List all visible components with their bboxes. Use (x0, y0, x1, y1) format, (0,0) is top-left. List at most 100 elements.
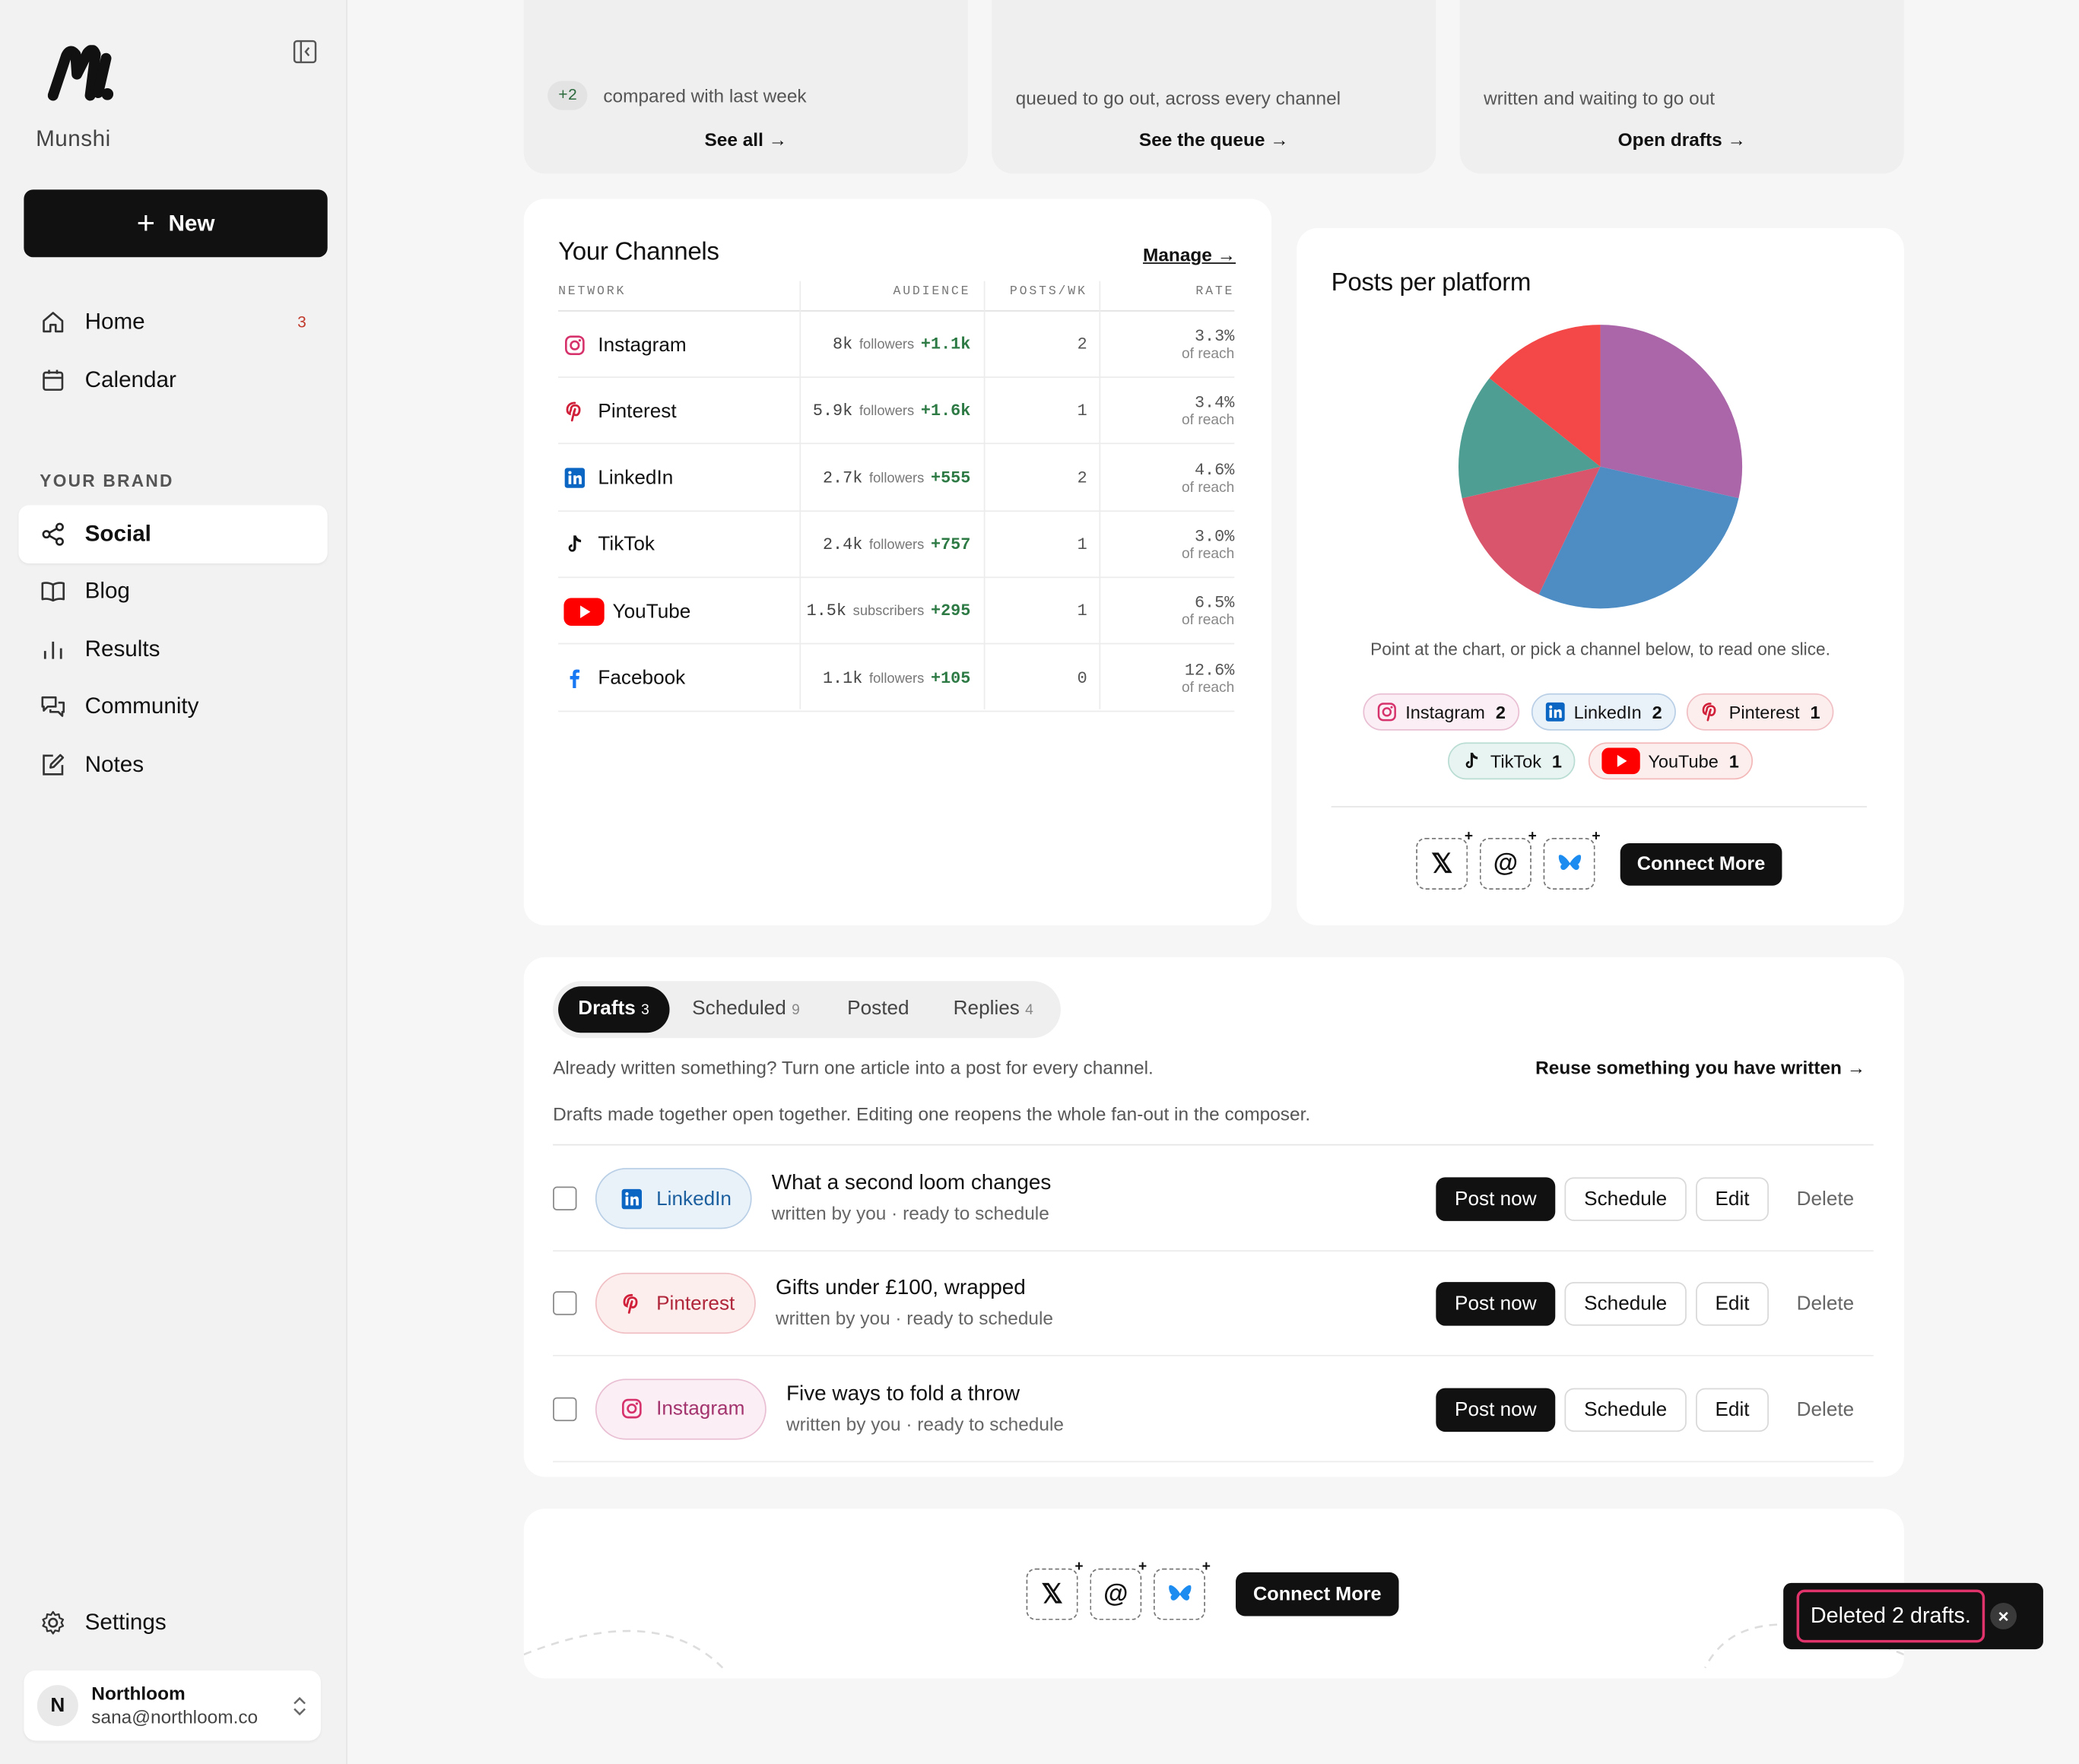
account-switcher[interactable]: N Northloom sana@northloom.co (24, 1670, 321, 1741)
pie-slice-instagram[interactable] (1600, 325, 1743, 499)
edit-button[interactable]: Edit (1696, 1177, 1769, 1221)
toast-message: Deleted 2 drafts. (1796, 1589, 1985, 1643)
tab-posted[interactable]: Posted (847, 997, 909, 1020)
delete-button[interactable]: Delete (1796, 1293, 1855, 1316)
col-divider (1099, 281, 1101, 709)
schedule-button[interactable]: Schedule (1564, 1177, 1687, 1221)
pie-title: Posts per platform (1331, 268, 1531, 297)
pie-chip-tiktok[interactable]: TikTok 1 (1448, 742, 1576, 780)
tab-drafts-active (558, 986, 670, 1033)
chip-label: Instagram (1405, 702, 1485, 722)
channel-row[interactable]: Pinterest 5.9k followers +1.6k 1 3.4% of… (558, 378, 1235, 445)
delete-button[interactable]: Delete (1796, 1398, 1855, 1421)
connect-x-button[interactable]: 𝕏 + (1416, 829, 1473, 890)
post-now-button[interactable]: Post now (1436, 1177, 1556, 1221)
bluesky-icon (1168, 1585, 1191, 1600)
channel-row[interactable]: Instagram 8k followers +1.1k 2 3.3% of r… (558, 312, 1235, 378)
connect-threads-button[interactable]: @ + (1479, 829, 1537, 890)
toast-close-button[interactable]: × (1990, 1603, 2017, 1629)
youtube-icon (563, 597, 605, 626)
delete-button[interactable]: Delete (1796, 1188, 1855, 1210)
pie-slice-tiktok[interactable] (1458, 378, 1601, 499)
draft-title[interactable]: What a second loom changes (771, 1172, 1052, 1195)
audience-unit: followers (859, 403, 915, 420)
instagram-icon-wrap (563, 334, 586, 357)
channel-row[interactable]: LinkedIn 2.7k followers +555 2 4.6% of r… (558, 445, 1235, 512)
plus-icon: + (136, 205, 156, 241)
open-drafts-link[interactable]: Open drafts → (1617, 128, 1746, 151)
rate-caption: of reach (1182, 679, 1235, 696)
posts-per-week: 1 (1077, 535, 1087, 554)
pie-slice-pinterest[interactable] (1462, 466, 1601, 595)
collapse-sidebar-icon[interactable] (293, 40, 317, 64)
pie-slice-linkedin[interactable] (1538, 466, 1739, 609)
see-all-link[interactable]: See all → (704, 128, 788, 151)
pie-slice-youtube[interactable] (1489, 325, 1601, 467)
new-button[interactable]: + New (24, 189, 328, 258)
pie-chip-pinterest[interactable]: Pinterest 1 (1686, 693, 1834, 731)
new-label: New (168, 210, 215, 236)
draft-title[interactable]: Gifts under £100, wrapped (776, 1277, 1026, 1300)
draft-channel-pill[interactable]: LinkedIn (595, 1168, 752, 1229)
pie-chip-instagram[interactable]: Instagram 2 (1363, 693, 1519, 731)
nav-social-label: Social (84, 521, 151, 547)
post-now-button[interactable]: Post now (1436, 1282, 1556, 1327)
connect-more-button[interactable]: Connect More (1236, 1572, 1399, 1616)
nav-calendar-label: Calendar (84, 366, 176, 393)
nav-results[interactable]: Results (18, 620, 327, 679)
draft-channel-pill[interactable]: Pinterest (595, 1273, 756, 1334)
draft-title[interactable]: Five ways to fold a throw (786, 1382, 1020, 1405)
nav-community[interactable]: Community (18, 677, 327, 736)
nav-calendar[interactable]: Calendar (18, 351, 327, 410)
posts-pie-chart[interactable] (1457, 323, 1744, 610)
nav-results-label: Results (84, 636, 160, 662)
tab-replies[interactable]: Replies 4 (953, 997, 1033, 1020)
channel-row[interactable]: YouTube 1.5k subscribers +295 1 6.5% of … (558, 579, 1235, 645)
pill-label: Pinterest (656, 1292, 735, 1315)
edit-button[interactable]: Edit (1696, 1387, 1769, 1432)
draft-channel-pill[interactable]: Instagram (595, 1378, 767, 1439)
tab-drafts[interactable]: Drafts 3 (578, 997, 649, 1020)
chip-icon-wrap (1700, 701, 1721, 722)
channel-row[interactable]: Facebook 1.1k followers +105 0 12.6% of … (558, 645, 1235, 712)
nav-notes[interactable]: Notes (18, 736, 327, 795)
pie-chip-linkedin[interactable]: LinkedIn 2 (1531, 693, 1676, 731)
tab-scheduled[interactable]: Scheduled 9 (692, 997, 800, 1020)
connect-more-button[interactable]: Connect More (1620, 842, 1782, 886)
nav-social[interactable]: Social (18, 505, 328, 564)
connect-bluesky-button[interactable]: + (1153, 1559, 1211, 1620)
posts-per-week: 1 (1077, 601, 1087, 621)
draft-checkbox[interactable] (553, 1186, 577, 1210)
connect-x-button[interactable]: 𝕏 + (1026, 1559, 1084, 1620)
schedule-button[interactable]: Schedule (1564, 1387, 1687, 1432)
connect-threads-button[interactable]: @ + (1090, 1559, 1147, 1620)
rate-value: 4.6% (1194, 461, 1235, 480)
drafts-note: Drafts made together open together. Edit… (553, 1102, 1311, 1125)
connect-bluesky-button[interactable]: + (1543, 829, 1601, 890)
pinterest-icon (566, 401, 581, 421)
manage-link[interactable]: Manage → (1143, 243, 1236, 265)
plus-icon: + (1528, 828, 1537, 845)
nav-blog[interactable]: Blog (18, 562, 327, 620)
rate-value: 3.4% (1194, 394, 1235, 413)
edit-button[interactable]: Edit (1696, 1282, 1769, 1327)
munshi-logo[interactable] (47, 45, 117, 103)
reuse-link[interactable]: Reuse something you have written → (1535, 1056, 1866, 1078)
header-rate: RATE (1195, 284, 1235, 299)
post-now-button[interactable]: Post now (1436, 1387, 1556, 1432)
draft-checkbox[interactable] (553, 1397, 577, 1421)
schedule-button[interactable]: Schedule (1564, 1282, 1687, 1327)
bar-chart-icon (43, 641, 62, 659)
draft-checkbox[interactable] (553, 1291, 577, 1316)
channel-row[interactable]: TikTok 2.4k followers +757 1 3.0% of rea… (558, 512, 1235, 579)
posts-per-week: 1 (1077, 401, 1087, 421)
nav-home[interactable]: Home 3 (18, 293, 327, 351)
pie-chip-youtube[interactable]: YouTube 1 (1588, 742, 1753, 780)
tiktok-icon (568, 535, 582, 553)
see-queue-link[interactable]: See the queue → (1138, 128, 1289, 151)
nav-settings[interactable]: Settings (18, 1594, 327, 1652)
chip-label: LinkedIn (1573, 702, 1642, 722)
draft-row: Instagram Five ways to fold a throw writ… (553, 1357, 1874, 1462)
draft-meta: written by you · ready to schedule (776, 1307, 1054, 1329)
rate-value: 3.3% (1194, 327, 1235, 347)
